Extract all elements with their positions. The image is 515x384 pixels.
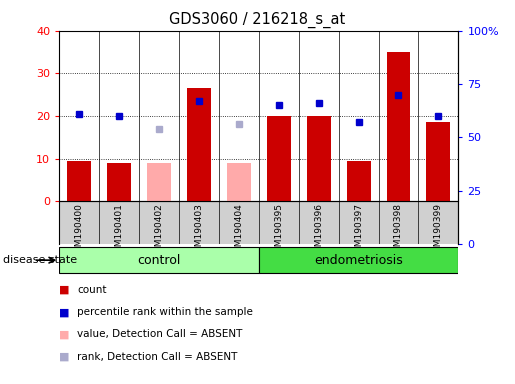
- Bar: [107, 163, 131, 201]
- Bar: [267, 116, 290, 201]
- Text: GSM190397: GSM190397: [354, 204, 363, 258]
- Text: GDS3060 / 216218_s_at: GDS3060 / 216218_s_at: [169, 12, 346, 28]
- Text: ■: ■: [59, 329, 70, 339]
- Bar: [426, 122, 450, 201]
- Bar: [307, 116, 331, 201]
- Text: count: count: [77, 285, 107, 295]
- Bar: [147, 163, 171, 201]
- Text: disease state: disease state: [3, 255, 77, 265]
- Bar: [259, 247, 458, 273]
- Text: GSM190400: GSM190400: [75, 204, 83, 258]
- Text: ■: ■: [59, 352, 70, 362]
- Bar: [187, 88, 211, 201]
- Text: GSM190398: GSM190398: [394, 204, 403, 258]
- Text: ■: ■: [59, 307, 70, 317]
- Text: GSM190395: GSM190395: [274, 204, 283, 258]
- Text: GSM190402: GSM190402: [154, 204, 163, 258]
- Bar: [59, 247, 259, 273]
- Bar: [386, 52, 410, 201]
- Text: control: control: [138, 254, 181, 266]
- Text: percentile rank within the sample: percentile rank within the sample: [77, 307, 253, 317]
- Text: endometriosis: endometriosis: [314, 254, 403, 266]
- Text: GSM190396: GSM190396: [314, 204, 323, 258]
- Bar: [67, 161, 91, 201]
- Text: GSM190401: GSM190401: [115, 204, 124, 258]
- Bar: [347, 161, 370, 201]
- Bar: [59, 31, 458, 201]
- Bar: [227, 163, 251, 201]
- Text: value, Detection Call = ABSENT: value, Detection Call = ABSENT: [77, 329, 243, 339]
- Text: ■: ■: [59, 285, 70, 295]
- Text: GSM190404: GSM190404: [234, 204, 243, 258]
- Text: GSM190399: GSM190399: [434, 204, 443, 258]
- Text: rank, Detection Call = ABSENT: rank, Detection Call = ABSENT: [77, 352, 237, 362]
- Text: GSM190403: GSM190403: [195, 204, 203, 258]
